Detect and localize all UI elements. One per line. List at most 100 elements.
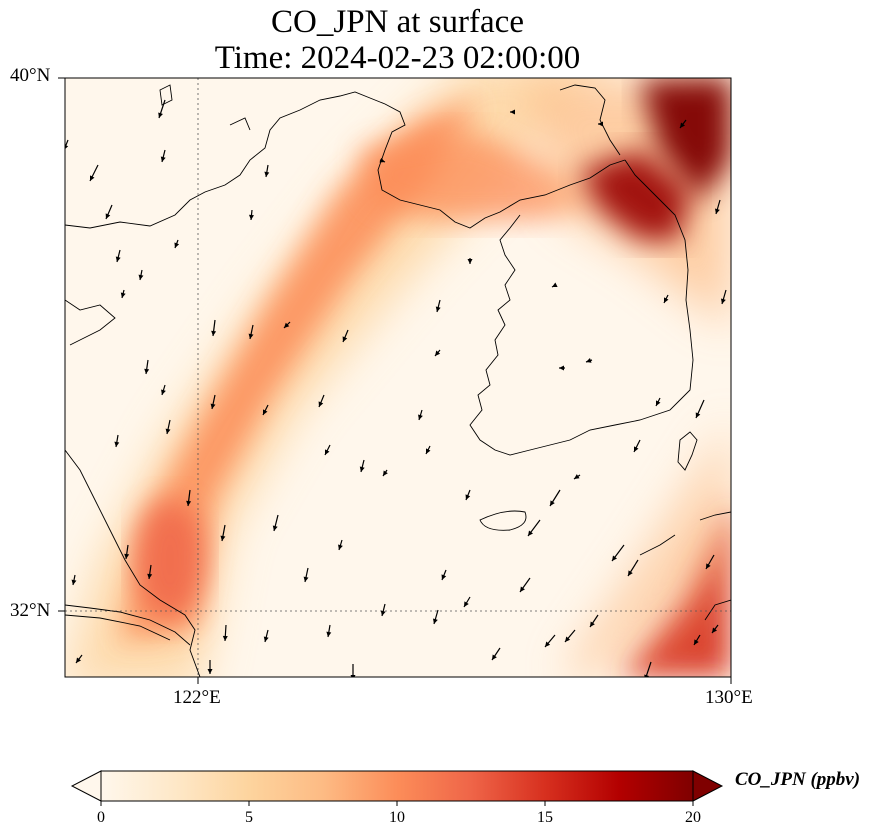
colorbar-extend-max [692,770,724,802]
wind-arrow-head [656,400,661,406]
wind-arrow-head [644,674,649,677]
wind-arrow-head [326,631,332,637]
wind-arrow-head [590,621,595,627]
wind-arrow [645,661,652,677]
wind-arrow-head [161,389,166,395]
wind-arrow-head [379,157,385,163]
wind-arrow-head [634,446,639,452]
wind-arrow-head [628,570,633,576]
wind-arrow-head [383,470,388,476]
wind-arrow-head [186,500,192,506]
wind-arrow-head [124,553,130,559]
wind-arrow-head [559,365,564,371]
wind-arrow-head [565,636,571,642]
lat-tick-40n: 40°N [10,65,51,86]
wind-arrow-head [147,573,153,579]
wind-arrow-head [165,428,171,434]
wind-arrow-head [432,618,438,624]
map-frame [64,77,732,678]
wind-arrow-head [160,156,166,162]
wind-arrow-head [272,525,278,531]
wind-arrow-head [248,333,254,339]
colorbar-gradient [101,771,693,801]
wind-arrow-head [210,403,216,409]
wind-arrow-head [114,441,120,447]
wind-arrow-head [318,401,324,407]
wind-arrow-head [138,274,144,280]
wind-arrow-head [342,336,348,342]
wind-arrow-head [211,330,217,336]
wind-arrow-head [263,636,269,642]
wind-arrow-head [220,535,226,541]
wind-arrow-head [465,494,471,500]
colorbar-label: CO_JPN (ppbv) [735,769,861,790]
coastlines [65,84,731,677]
wind-arrow-head [426,448,431,454]
colorbar-tick-15: 15 [537,809,553,826]
axis-ticks [58,77,732,684]
wind-arrow-head [598,121,603,127]
wind-arrow-head [158,112,163,118]
colorbar-extend-min [70,770,102,802]
wind-arrow-head [174,242,180,248]
wind-arrow-head [144,368,150,374]
wind-arrow-head [71,579,77,585]
wind-arrow-head [435,350,441,356]
wind-arrow-head [695,412,701,418]
wind-arrow-head [586,358,592,363]
lat-tick-32n: 32°N [10,600,51,621]
wind-arrow-head [338,544,343,550]
wind-arrow-head [492,654,497,660]
wind-arrow-head [464,601,469,607]
wind-arrow-head [120,292,126,298]
wind-arrow-head [712,627,717,633]
wind-arrow-head [65,145,69,150]
wind-arrow-head [263,409,268,415]
wind-arrow-head [222,635,228,641]
wind-arrow-head [105,213,111,219]
wind-arrow-head [418,414,423,420]
colorbar [70,770,724,806]
wind-arrow-head [380,610,386,616]
wind-arrow-head [76,657,81,663]
map-subtitle-time: Time: 2024-02-23 02:00:00 [214,40,581,76]
wind-arrow [65,139,69,150]
wind-arrow-head [325,449,330,455]
wind-arrow-head [435,306,441,312]
wind-arrow-head [249,214,254,220]
colorbar-tick-0: 0 [97,809,105,826]
lon-tick-130e: 130°E [705,687,753,708]
wind-arrow-head [664,297,669,303]
wind-arrow-head [680,122,685,128]
wind-arrow-head [207,669,213,674]
map-title: CO_JPN at surface [271,4,524,40]
wind-arrow-head [90,175,95,181]
wind-arrow-head [550,500,555,506]
wind-arrow-head [694,639,699,645]
wind-arrow-head [359,466,365,472]
wind-arrow-head [720,298,726,304]
wind-arrow-head [510,109,515,115]
wind-arrow-head [520,586,525,592]
wind-arrow-head [612,555,617,561]
wind-arrow-head [552,282,558,287]
wind-arrow-head [714,208,720,214]
wind-arrow-head [528,530,533,536]
concentration-field [65,78,731,677]
gridlines [65,78,731,677]
wind-arrow-head [545,641,551,647]
colorbar-tick-20: 20 [685,809,701,826]
wind-arrow-head [115,256,121,262]
lon-tick-122e: 122°E [173,687,221,708]
wind-arrow-head [284,322,290,328]
colorbar-tick-5: 5 [245,809,253,826]
wind-arrow-head [467,259,473,264]
wind-arrow-head [264,171,270,177]
colorbar-tick-10: 10 [389,809,405,826]
wind-arrow-head [303,576,309,582]
wind-arrow-head [574,474,580,479]
wind-arrow-head [706,563,711,569]
wind-arrow-head [441,574,447,580]
wind-vectors [65,99,727,677]
